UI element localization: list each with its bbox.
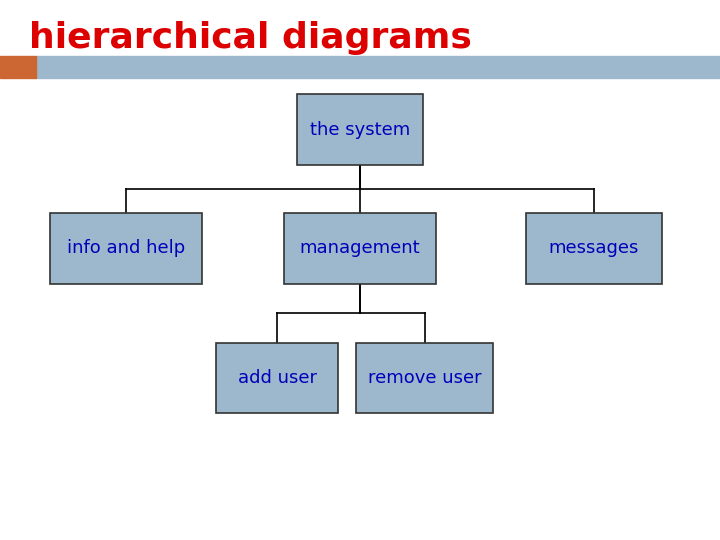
Text: hierarchical diagrams: hierarchical diagrams	[29, 21, 472, 55]
Text: management: management	[300, 239, 420, 258]
Text: remove user: remove user	[368, 369, 482, 387]
Bar	[216, 343, 338, 413]
Text: messages: messages	[549, 239, 639, 258]
Bar	[0, 56, 36, 78]
Text: add user: add user	[238, 369, 317, 387]
Text: info and help: info and help	[67, 239, 185, 258]
Bar	[36, 56, 720, 78]
Bar	[297, 94, 423, 165]
Bar	[356, 343, 493, 413]
Bar	[50, 213, 202, 284]
Text: the system: the system	[310, 120, 410, 139]
Bar	[526, 213, 662, 284]
Bar	[284, 213, 436, 284]
